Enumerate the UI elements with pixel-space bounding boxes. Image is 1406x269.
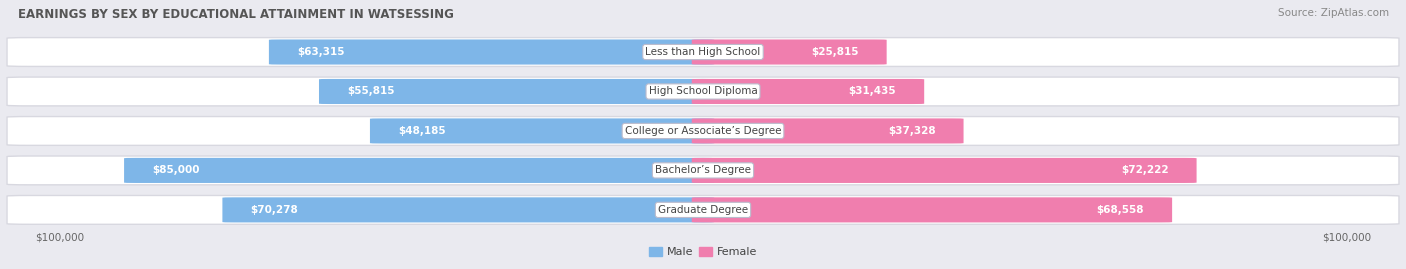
FancyBboxPatch shape <box>7 38 1399 66</box>
FancyBboxPatch shape <box>692 40 887 65</box>
Text: $70,278: $70,278 <box>250 205 298 215</box>
Text: $68,558: $68,558 <box>1097 205 1144 215</box>
FancyBboxPatch shape <box>7 116 1399 145</box>
Text: Graduate Degree: Graduate Degree <box>658 205 748 215</box>
Text: $100,000: $100,000 <box>1322 233 1371 243</box>
Text: College or Associate’s Degree: College or Associate’s Degree <box>624 126 782 136</box>
FancyBboxPatch shape <box>692 158 1197 183</box>
Text: $25,815: $25,815 <box>811 47 859 57</box>
FancyBboxPatch shape <box>7 77 1399 106</box>
Text: $72,222: $72,222 <box>1121 165 1168 175</box>
Legend: Male, Female: Male, Female <box>644 242 762 262</box>
FancyBboxPatch shape <box>692 118 963 143</box>
FancyBboxPatch shape <box>319 79 714 104</box>
FancyBboxPatch shape <box>7 196 1399 224</box>
Text: $31,435: $31,435 <box>848 86 896 97</box>
Text: $100,000: $100,000 <box>35 233 84 243</box>
Text: $37,328: $37,328 <box>887 126 935 136</box>
FancyBboxPatch shape <box>124 158 714 183</box>
Text: High School Diploma: High School Diploma <box>648 86 758 97</box>
FancyBboxPatch shape <box>269 40 714 65</box>
Text: Bachelor’s Degree: Bachelor’s Degree <box>655 165 751 175</box>
FancyBboxPatch shape <box>370 118 714 143</box>
Text: $55,815: $55,815 <box>347 86 395 97</box>
FancyBboxPatch shape <box>222 197 714 222</box>
Text: $48,185: $48,185 <box>398 126 446 136</box>
Text: Less than High School: Less than High School <box>645 47 761 57</box>
FancyBboxPatch shape <box>692 197 1173 222</box>
Text: $63,315: $63,315 <box>297 47 344 57</box>
FancyBboxPatch shape <box>7 156 1399 185</box>
Text: $85,000: $85,000 <box>152 165 200 175</box>
FancyBboxPatch shape <box>692 79 924 104</box>
Text: Source: ZipAtlas.com: Source: ZipAtlas.com <box>1278 8 1389 18</box>
Text: EARNINGS BY SEX BY EDUCATIONAL ATTAINMENT IN WATSESSING: EARNINGS BY SEX BY EDUCATIONAL ATTAINMEN… <box>18 8 454 21</box>
